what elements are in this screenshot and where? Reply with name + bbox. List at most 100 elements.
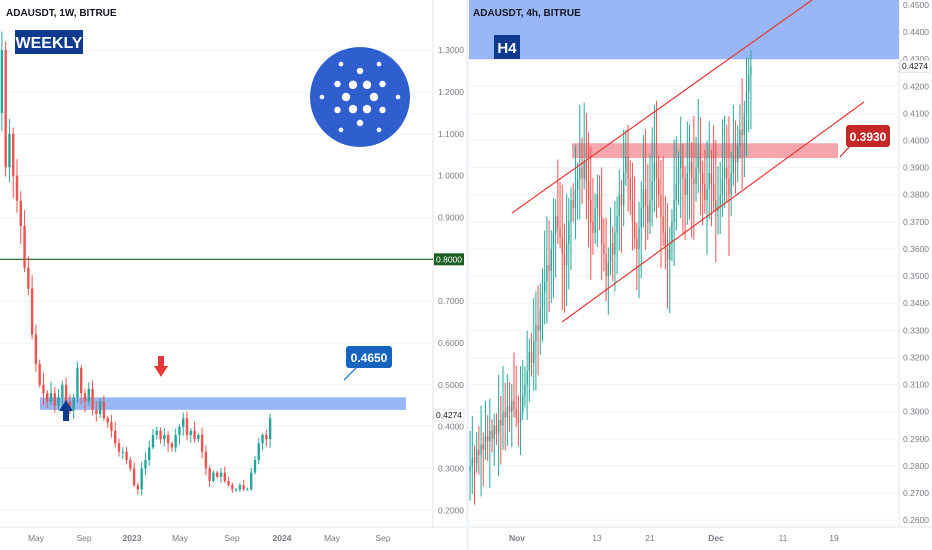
weekly-candle: [193, 430, 196, 440]
h4-candle: [592, 221, 594, 233]
svg-text:H4: H4: [497, 40, 517, 57]
h4-candle: [601, 216, 603, 244]
resistance-callout: 0.4650: [343, 346, 392, 381]
h4-candle: [644, 189, 647, 206]
h4-candle: [480, 444, 482, 456]
weekly-candle: [38, 363, 41, 385]
weekly-candle: [4, 50, 7, 168]
weekly-candle: [197, 434, 200, 440]
price-tick-label: 0.4400: [903, 27, 929, 37]
weekly-candle: [0, 50, 4, 113]
left-current-price-label: 0.4274: [433, 408, 465, 422]
weekly-candle: [27, 267, 30, 289]
h4-candle: [745, 91, 748, 114]
weekly-candle: [200, 434, 204, 452]
right-current-price-label: 0.4274: [899, 59, 931, 73]
h4-candle: [473, 457, 476, 464]
h4-candle: [618, 194, 620, 217]
weekly-candle: [189, 430, 192, 435]
h4-candle: [486, 436, 489, 442]
h4-candle: [642, 189, 645, 209]
right-chart-grid: [469, 4, 899, 521]
price-tick-label: 0.4100: [903, 108, 929, 118]
price-tick-label: 0.3800: [903, 190, 929, 200]
weekly-candle: [219, 472, 223, 477]
time-tick-label: 19: [829, 533, 839, 543]
price-tick-label: 0.3000: [438, 463, 464, 473]
weekly-candle: [144, 460, 147, 469]
weekly-candle: [155, 430, 158, 435]
channel-lower-line: [561, 101, 865, 323]
h4-candle: [622, 173, 625, 206]
h4-candle: [638, 227, 640, 249]
h4-candle: [611, 243, 614, 255]
weekly-candle: [57, 397, 60, 406]
h4-candle: [719, 194, 721, 206]
h4-candle: [669, 243, 671, 260]
weekly-candle: [23, 225, 26, 268]
h4-candle: [680, 156, 682, 168]
weekly-chart-panel[interactable]: 1.3000 1.2000 1.1000 1.0000 0.9000 0.8000 0.70…: [0, 0, 466, 543]
h4-candle: [596, 194, 599, 209]
h4-candle: [682, 156, 684, 179]
weekly-candle: [265, 434, 268, 440]
h4-candle: [748, 75, 750, 92]
h4-candle: [712, 183, 715, 201]
time-tick-label: May: [324, 533, 341, 543]
h4-candle: [500, 419, 502, 426]
h4-candle: [478, 449, 480, 456]
h4-candle: [570, 200, 572, 222]
h4-candle: [528, 352, 531, 372]
h4-candle: [583, 162, 585, 179]
weekly-candle: [72, 397, 75, 410]
weekly-candle: [91, 388, 94, 410]
h4-candle: [579, 167, 581, 179]
h4-candle: [625, 156, 627, 174]
h4-candle: [704, 183, 706, 201]
price-tick-label: 0.3500: [903, 271, 929, 281]
time-tick-label: Dec: [708, 533, 724, 543]
h4-candle: [508, 406, 511, 412]
price-tick-label: 0.7000: [438, 296, 464, 306]
weekly-candle: [106, 418, 109, 423]
h4-candle: [561, 238, 563, 255]
h4-candle: [658, 178, 660, 195]
weekly-candle: [204, 451, 208, 469]
h4-candle: [590, 200, 592, 222]
time-tick-label: 2023: [123, 533, 142, 543]
price-tick-label: 1.2000: [438, 87, 464, 97]
weekly-candle: [102, 401, 106, 419]
h4-candle: [552, 232, 555, 249]
price-tick-label: 0.3400: [903, 298, 929, 308]
h4-candle: [699, 156, 702, 174]
weekly-candle: [125, 451, 128, 461]
h4-candle: [732, 156, 735, 174]
h4-candle: [629, 178, 631, 201]
time-tick-label: May: [172, 533, 189, 543]
arrow-up-icon: [59, 400, 73, 421]
h4-candle: [636, 238, 638, 249]
weekly-candle: [242, 485, 245, 490]
h4-candle: [517, 417, 520, 423]
h4-candle: [554, 216, 557, 233]
h4-candle: [660, 194, 662, 217]
h4-candle: [673, 200, 675, 222]
weekly-candle: [46, 393, 49, 402]
h4-candle: [563, 254, 566, 266]
price-tick-label: 1.3000: [438, 45, 464, 55]
weekly-candle: [182, 418, 185, 427]
h4-candle: [585, 162, 588, 182]
weekly-candle: [19, 200, 22, 226]
weekly-candle: [163, 434, 166, 440]
price-tick-label: 0.5000: [438, 380, 464, 390]
h4-candle: [684, 178, 686, 195]
price-tick-label: 0.9000: [438, 212, 464, 222]
h4-chart-panel[interactable]: 0.4500 0.4400 0.4300 0.4200 0.4100 0.4000 0.39…: [469, 0, 932, 543]
time-tick-label: 13: [592, 533, 602, 543]
price-tick-label: 0.3000: [903, 407, 929, 417]
weekly-candle: [114, 430, 117, 444]
weekly-candle: [110, 422, 113, 431]
h4-candle: [491, 430, 493, 439]
h4-candle: [539, 308, 541, 331]
weekly-candle: [87, 388, 90, 402]
